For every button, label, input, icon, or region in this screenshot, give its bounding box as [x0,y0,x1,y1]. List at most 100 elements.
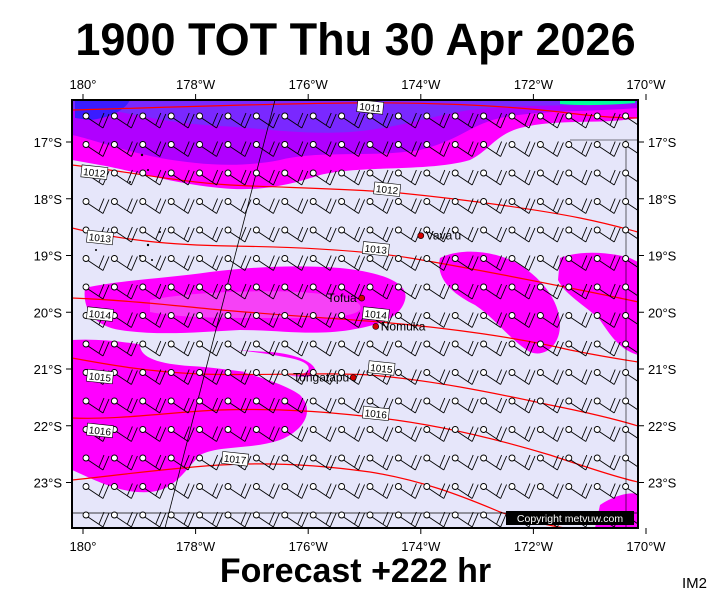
wind-station-marker [593,226,601,234]
wind-station-marker [366,141,374,148]
wind-station-marker [252,511,260,519]
wind-station-marker [423,454,431,462]
wind-station-marker [252,454,260,462]
wind-station-marker [480,226,488,234]
wind-station-marker [224,112,232,120]
wind-station-marker [622,369,630,376]
lat-tick-right: 17°S [648,135,677,150]
lat-tick-right: 23°S [648,476,677,491]
lat-tick-right: 20°S [648,305,677,320]
wind-station-marker [565,169,573,177]
wind-station-marker [565,426,573,433]
lon-tick-top: 172°W [514,77,554,92]
copyright-text: Copyright metvuw.com [517,513,623,525]
isobar-label: 1016 [364,408,388,421]
wind-station-marker [451,141,459,148]
wind-station-marker [252,369,260,376]
lat-tick-right: 19°S [648,249,677,264]
isobar-label: 1017 [223,454,247,467]
wind-station-marker [480,312,488,319]
wind-station-marker [480,397,488,405]
wind-station-marker [252,169,260,177]
wind-station-marker [394,169,402,177]
wind-station-marker [281,454,289,462]
wind-station-marker [593,397,601,405]
lon-tick-top: 178°W [176,77,216,92]
lon-tick-bottom: 180° [70,539,97,554]
wind-station-marker [281,226,289,234]
wind-station-marker [394,112,402,120]
wind-station-marker [480,141,488,148]
wind-station-marker [309,198,317,205]
wind-station-marker [281,169,289,177]
lat-tick-left: 19°S [34,249,63,264]
wind-station-marker [196,112,204,120]
wind-station-marker [508,226,516,234]
wind-station-marker [394,397,402,405]
wind-station-marker [565,226,573,234]
lat-tick-left: 21°S [34,362,63,377]
wind-station-marker [565,141,573,148]
image-code: IM2 [681,575,707,592]
lon-tick-bottom: 174°W [401,539,441,554]
wind-station-marker [196,141,204,148]
wind-station-marker [224,198,232,205]
place-dot [349,374,357,381]
wind-station-marker [281,112,289,120]
wind-station-marker [451,198,459,205]
wind-station-marker [593,112,601,120]
wind-station-marker [366,340,374,348]
wind-station-marker [139,226,147,234]
wind-station-marker [110,283,118,291]
wind-station-marker [139,369,147,376]
wind-station-marker [309,454,317,462]
place-label: Tongatapu [293,371,349,385]
wind-station-marker [252,483,260,490]
wind-station-marker [139,112,147,120]
wind-station-marker [394,426,402,433]
wind-station-marker [252,397,260,405]
lon-tick-top: 170°W [626,77,666,92]
wind-station-marker [110,255,118,262]
wind-station-marker [366,226,374,234]
wind-station-marker [281,340,289,348]
wind-station-marker [309,511,317,519]
wind-station-marker [281,483,289,490]
wind-station-marker [338,283,346,291]
wind-station-marker [309,397,317,405]
wind-station-marker [196,198,204,205]
wind-station-marker [480,255,488,262]
wind-station-marker [622,312,630,319]
wind-station-marker [252,198,260,205]
wind-station-marker [82,511,90,519]
place-dot [417,232,425,239]
wind-station-marker [622,169,630,177]
wind-station-marker [480,454,488,462]
wind-station-marker [167,255,175,262]
wind-station-marker [451,369,459,376]
wind-station-marker [394,340,402,348]
precip-north-core2 [560,100,635,106]
wind-station-marker [451,426,459,433]
wind-station-marker [565,283,573,291]
wind-station-marker [338,312,346,319]
wind-station-marker [139,511,147,519]
wind-station-marker [366,255,374,262]
wind-station-marker [536,483,544,490]
wind-station-marker [82,255,90,262]
small-islands [95,153,161,261]
wind-station-marker [394,369,402,376]
wind-station-marker [366,198,374,205]
wind-station-marker [565,198,573,205]
wind-station-marker [139,198,147,205]
wind-station-marker [338,454,346,462]
wind-station-marker [309,255,317,262]
wind-station-marker [394,454,402,462]
wind-station-marker [536,283,544,291]
wind-station-marker [423,426,431,433]
wind-station-marker [110,454,118,462]
lat-tick-left: 18°S [34,192,63,207]
wind-station-marker [281,426,289,433]
wind-station-marker [224,255,232,262]
